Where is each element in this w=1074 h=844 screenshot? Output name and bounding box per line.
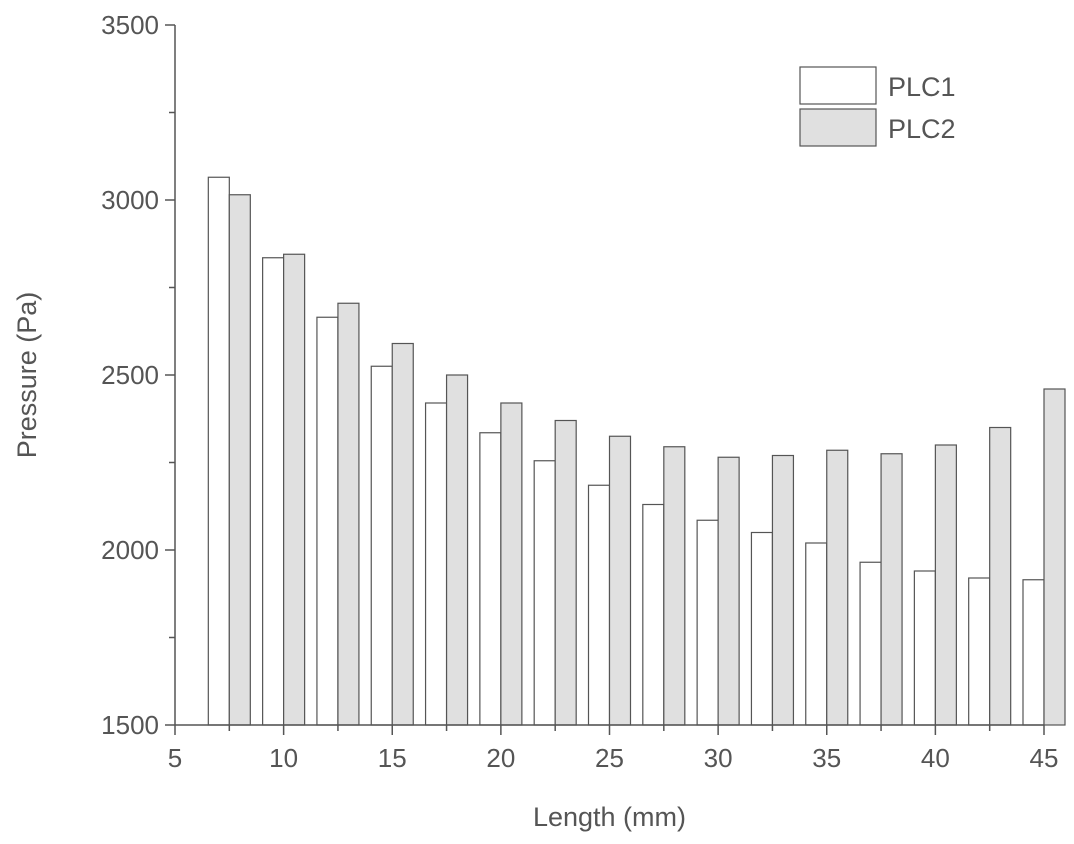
bar-plc1-7 — [587, 484, 611, 726]
bar-plc1-12 — [859, 561, 882, 726]
y-tick-label: 1500 — [101, 710, 159, 740]
legend-swatch-plc1 — [799, 66, 877, 105]
bar-plc2-11 — [826, 449, 849, 726]
bar-plc2-10 — [771, 454, 795, 726]
axes-layer: 1500 2000 2500 3000 3500 5 10 15 20 25 30 35 40 45 — [101, 10, 1058, 773]
bar-plc1-15 — [1022, 579, 1045, 726]
y-axis-title: Pressure (Pa) — [12, 292, 42, 459]
y-tick-label: 3000 — [101, 185, 159, 215]
bar-plc1-2 — [316, 316, 339, 726]
x-tick-label: 15 — [378, 743, 407, 773]
bar-plc2-15 — [1043, 388, 1066, 726]
bar-plc2-13 — [934, 444, 957, 726]
bar-plc1-6 — [533, 460, 556, 726]
x-tick-label: 30 — [704, 743, 733, 773]
legend-swatch-plc2 — [799, 108, 877, 147]
x-axis-title: Length (mm) — [533, 802, 686, 832]
bar-plc2-0 — [228, 194, 251, 726]
bar-plc1-11 — [805, 542, 828, 726]
bar-plc2-4 — [445, 374, 469, 726]
bar-plc1-8 — [642, 503, 665, 726]
bar-plc1-13 — [913, 570, 936, 726]
legend-label-plc1: PLC1 — [888, 72, 956, 102]
legend: PLC1 PLC2 — [799, 66, 956, 147]
legend-label-plc2: PLC2 — [888, 114, 956, 144]
bar-plc1-9 — [696, 519, 719, 726]
bar-plc2-3 — [391, 342, 414, 726]
bar-plc2-5 — [500, 402, 523, 726]
bar-plc2-6 — [554, 419, 577, 726]
x-tick-label: 25 — [595, 743, 624, 773]
bar-plc1-3 — [370, 365, 393, 726]
bar-plc1-10 — [750, 531, 774, 726]
x-tick-label: 20 — [486, 743, 515, 773]
bar-plc2-2 — [337, 302, 360, 726]
bar-plc2-12 — [880, 453, 903, 726]
y-tick-label: 2500 — [101, 360, 159, 390]
bar-plc2-14 — [989, 426, 1012, 726]
bar-plc1-1 — [262, 257, 285, 726]
x-tick-label: 40 — [921, 743, 950, 773]
y-tick-label: 2000 — [101, 535, 159, 565]
y-tick-label: 3500 — [101, 10, 159, 40]
x-tick-label: 45 — [1030, 743, 1059, 773]
bar-plc1-4 — [424, 402, 448, 726]
bars-layer — [207, 176, 1066, 726]
x-tick-label: 10 — [269, 743, 298, 773]
bar-plc2-8 — [663, 446, 686, 726]
bar-plc1-5 — [479, 432, 502, 726]
bar-plc2-1 — [283, 253, 306, 726]
bar-plc1-14 — [968, 577, 991, 726]
x-tick-label: 5 — [168, 743, 182, 773]
bar-plc2-9 — [717, 456, 740, 726]
bar-plc1-0 — [207, 176, 230, 726]
x-tick-label: 35 — [812, 743, 841, 773]
bar-plc2-7 — [608, 435, 632, 726]
